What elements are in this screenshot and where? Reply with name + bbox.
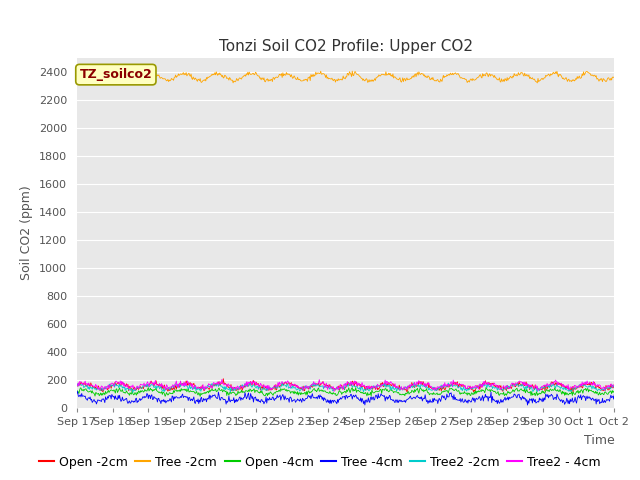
Open -4cm — [282, 387, 290, 393]
Line: Tree -4cm: Tree -4cm — [77, 391, 614, 405]
Title: Tonzi Soil CO2 Profile: Upper CO2: Tonzi Soil CO2 Profile: Upper CO2 — [219, 39, 472, 54]
Legend: Open -2cm, Tree -2cm, Open -4cm, Tree -4cm, Tree2 -2cm, Tree2 - 4cm: Open -2cm, Tree -2cm, Open -4cm, Tree -4… — [34, 451, 606, 474]
Tree -4cm — [262, 394, 270, 400]
Tree -2cm — [534, 80, 541, 86]
Tree2 - 4cm — [236, 386, 243, 392]
Tree2 - 4cm — [403, 384, 410, 390]
Tree2 -2cm — [73, 383, 81, 388]
Line: Tree2 -2cm: Tree2 -2cm — [77, 383, 614, 393]
Tree -2cm — [611, 75, 618, 81]
Tree2 -2cm — [284, 382, 291, 387]
Tree2 -2cm — [263, 385, 271, 391]
Tree2 -2cm — [246, 380, 254, 385]
Tree2 -2cm — [137, 385, 145, 391]
Open -2cm — [136, 385, 144, 391]
Open -4cm — [73, 387, 81, 393]
Open -4cm — [483, 384, 490, 390]
Tree -4cm — [524, 402, 531, 408]
Open -4cm — [262, 391, 270, 396]
Tree -2cm — [432, 78, 440, 84]
Tree -2cm — [73, 74, 81, 80]
Tree -2cm — [235, 76, 243, 82]
Tree -4cm — [74, 388, 81, 394]
Tree -2cm — [282, 72, 289, 78]
Tree -4cm — [432, 397, 440, 403]
Tree -4cm — [236, 395, 243, 400]
Tree -2cm — [402, 78, 410, 84]
Tree -4cm — [137, 397, 145, 403]
Tree -4cm — [611, 391, 618, 397]
Line: Open -2cm: Open -2cm — [77, 379, 614, 392]
Tree2 -2cm — [433, 388, 440, 394]
Open -2cm — [402, 387, 410, 393]
Open -2cm — [73, 383, 81, 388]
Tree2 - 4cm — [136, 383, 144, 388]
Tree -4cm — [73, 391, 81, 396]
Tree2 -2cm — [129, 390, 137, 396]
Open -2cm — [262, 384, 270, 389]
Tree2 -2cm — [236, 384, 243, 389]
Tree2 - 4cm — [433, 387, 440, 393]
Open -2cm — [236, 386, 243, 392]
Open -4cm — [196, 394, 204, 399]
Open -4cm — [432, 392, 440, 397]
Open -2cm — [403, 389, 411, 395]
Y-axis label: Soil CO2 (ppm): Soil CO2 (ppm) — [20, 185, 33, 280]
Open -2cm — [220, 376, 227, 382]
Tree -2cm — [136, 76, 144, 82]
Tree2 - 4cm — [282, 380, 290, 386]
Tree -4cm — [402, 399, 410, 405]
Tree2 - 4cm — [330, 389, 338, 395]
Line: Tree -2cm: Tree -2cm — [77, 71, 614, 83]
Line: Tree2 - 4cm: Tree2 - 4cm — [77, 379, 614, 392]
Tree -4cm — [282, 396, 290, 402]
Open -4cm — [136, 390, 144, 396]
Open -4cm — [236, 390, 243, 396]
Open -4cm — [611, 388, 618, 394]
Tree2 -2cm — [403, 384, 410, 390]
Open -4cm — [402, 390, 410, 396]
Open -2cm — [611, 381, 618, 387]
Tree2 - 4cm — [73, 383, 81, 389]
Text: Time: Time — [584, 434, 614, 447]
Tree2 - 4cm — [218, 376, 226, 382]
Tree2 -2cm — [611, 383, 618, 389]
Open -2cm — [433, 387, 440, 393]
Line: Open -4cm: Open -4cm — [77, 387, 614, 396]
Text: TZ_soilco2: TZ_soilco2 — [79, 68, 152, 81]
Tree2 - 4cm — [262, 383, 270, 389]
Tree -2cm — [348, 68, 356, 74]
Open -2cm — [282, 380, 290, 385]
Tree2 - 4cm — [611, 381, 618, 387]
Tree -2cm — [262, 79, 269, 84]
